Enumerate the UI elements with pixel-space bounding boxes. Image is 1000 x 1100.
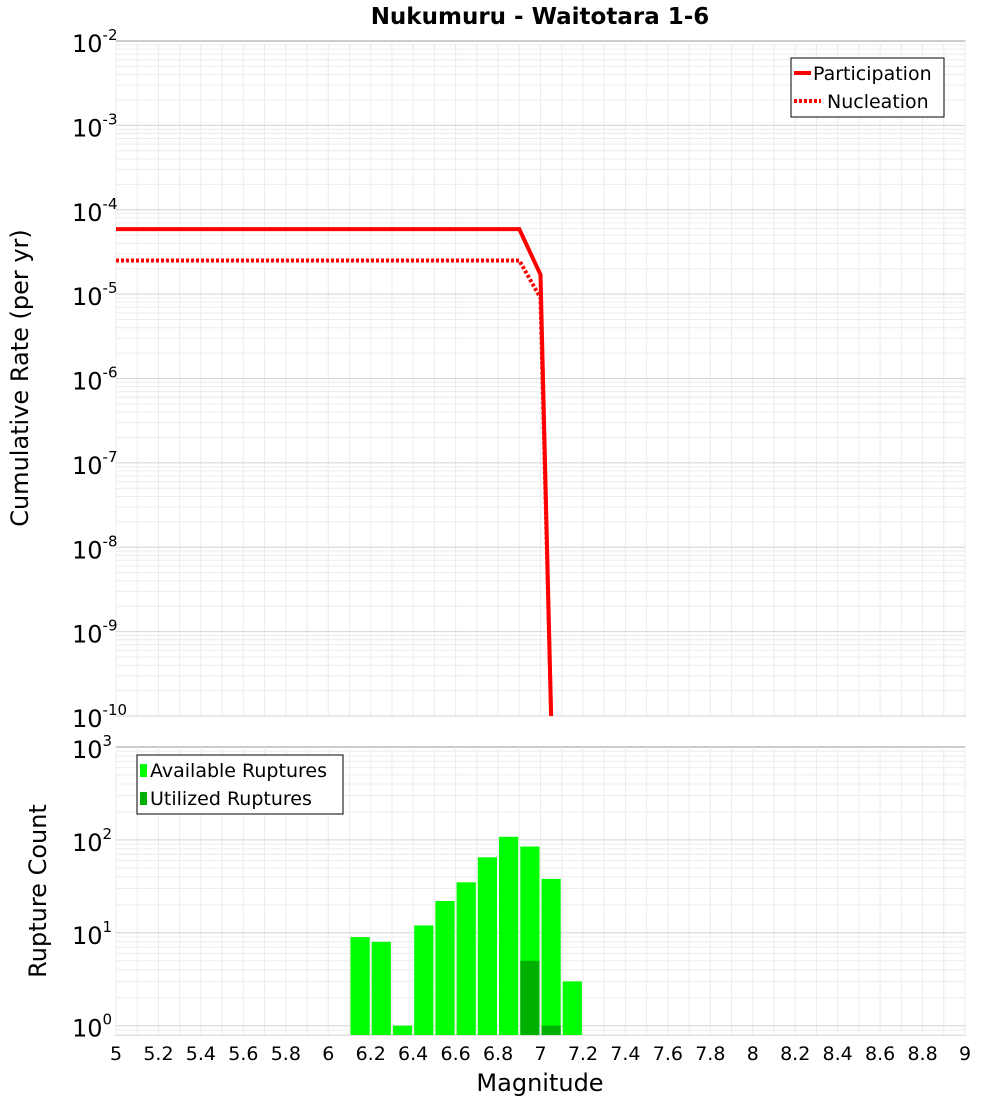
count-legend: Available Ruptures Utilized Ruptures	[136, 754, 344, 815]
rate-legend: Participation Nucleation	[790, 57, 945, 118]
rate-y-tick-label: 10-9	[72, 617, 118, 649]
available-rupture-bar	[499, 836, 519, 1035]
x-tick-label: 8.8	[907, 1043, 937, 1065]
rate-y-tick-label: 10-8	[72, 532, 118, 564]
available-rupture-bar	[562, 981, 582, 1035]
chart-title: Nukumuru - Waitotara 1-6	[371, 4, 710, 30]
available-rupture-bar	[350, 937, 370, 1035]
available-legend-swatch	[140, 764, 147, 777]
rate-y-tick-label: 10-10	[72, 701, 127, 733]
available-rupture-bar	[392, 1025, 413, 1035]
utilized-rupture-bar	[541, 1025, 561, 1035]
x-tick-label: 5.6	[228, 1043, 258, 1065]
available-legend-label: Available Ruptures	[150, 760, 327, 782]
rate-legend-box	[790, 57, 945, 118]
count-plot: 103 102 101 100 5 5.2 5.4 5.6 5.8 6 6.2 6.4 6.6 6.8 7…	[24, 732, 971, 1097]
count-y-tick-labels: 103 102 101 100	[72, 732, 112, 1043]
utilized-rupture-bar	[520, 960, 540, 1035]
count-plot-gridlines	[115, 747, 966, 1036]
rate-y-axis-label: Cumulative Rate (per yr)	[6, 229, 34, 527]
count-legend-box	[136, 754, 344, 815]
rate-y-tick-label: 10-6	[72, 364, 118, 396]
rate-plot-gridlines	[115, 41, 966, 717]
x-tick-label: 5.4	[186, 1043, 216, 1065]
rate-y-tick-label: 10-4	[72, 195, 118, 227]
rate-y-tick-labels: 10-2 10-3 10-4 10-5 10-6 10-7 10-8 10-9 10-10	[72, 26, 127, 733]
count-y-tick-label: 101	[72, 918, 112, 950]
x-axis-label: Magnitude	[476, 1069, 603, 1097]
nucleation-legend-label: Nucleation	[827, 91, 929, 113]
utilized-legend-label: Utilized Ruptures	[150, 788, 312, 810]
x-tick-label: 5.8	[271, 1043, 301, 1065]
available-rupture-bar	[435, 901, 455, 1035]
rate-plot: 10-2 10-3 10-4 10-5 10-6 10-7 10-8 10-9 10-10 Cu…	[6, 26, 966, 733]
utilized-legend-swatch	[140, 792, 147, 805]
count-y-tick-label: 102	[72, 825, 112, 857]
available-rupture-bar	[456, 882, 476, 1035]
nucleation-line	[116, 258, 554, 717]
rate-y-tick-label: 10-2	[72, 26, 118, 58]
rate-series	[116, 227, 554, 717]
participation-line	[116, 227, 554, 717]
count-bars	[350, 836, 582, 1035]
x-tick-label: 6.6	[440, 1043, 470, 1065]
x-tick-label: 6.8	[483, 1043, 513, 1065]
x-tick-label: 6.2	[356, 1043, 386, 1065]
x-tick-label: 7	[534, 1043, 546, 1065]
participation-legend-label: Participation	[813, 63, 932, 85]
x-tick-label: 6.4	[398, 1043, 428, 1065]
x-tick-label: 8.2	[780, 1043, 810, 1065]
x-tick-label: 7.4	[610, 1043, 640, 1065]
count-y-tick-label: 103	[72, 732, 112, 764]
x-tick-label: 7.2	[568, 1043, 598, 1065]
x-tick-label: 6	[322, 1043, 334, 1065]
x-tick-label: 5	[110, 1043, 122, 1065]
x-tick-label: 8	[747, 1043, 759, 1065]
count-y-tick-label: 100	[72, 1011, 112, 1043]
x-tick-label: 5.2	[143, 1043, 173, 1065]
count-y-axis-label: Rupture Count	[24, 804, 52, 978]
x-tick-label: 8.4	[823, 1043, 853, 1065]
rate-y-tick-label: 10-7	[72, 448, 118, 480]
x-tick-label: 8.6	[865, 1043, 895, 1065]
x-tick-label: 7.6	[653, 1043, 683, 1065]
available-rupture-bar	[541, 878, 561, 1035]
x-tick-label: 7.8	[695, 1043, 725, 1065]
available-rupture-bar	[414, 925, 434, 1035]
rate-y-tick-label: 10-5	[72, 279, 118, 311]
x-tick-labels: 5 5.2 5.4 5.6 5.8 6 6.2 6.4 6.6 6.8 7 7.2 7.4 7.6 7.8 8…	[110, 1043, 971, 1065]
available-rupture-bar	[371, 941, 391, 1035]
available-rupture-bar	[477, 857, 497, 1035]
rate-y-tick-label: 10-3	[72, 110, 118, 142]
x-tick-label: 9	[959, 1043, 971, 1065]
